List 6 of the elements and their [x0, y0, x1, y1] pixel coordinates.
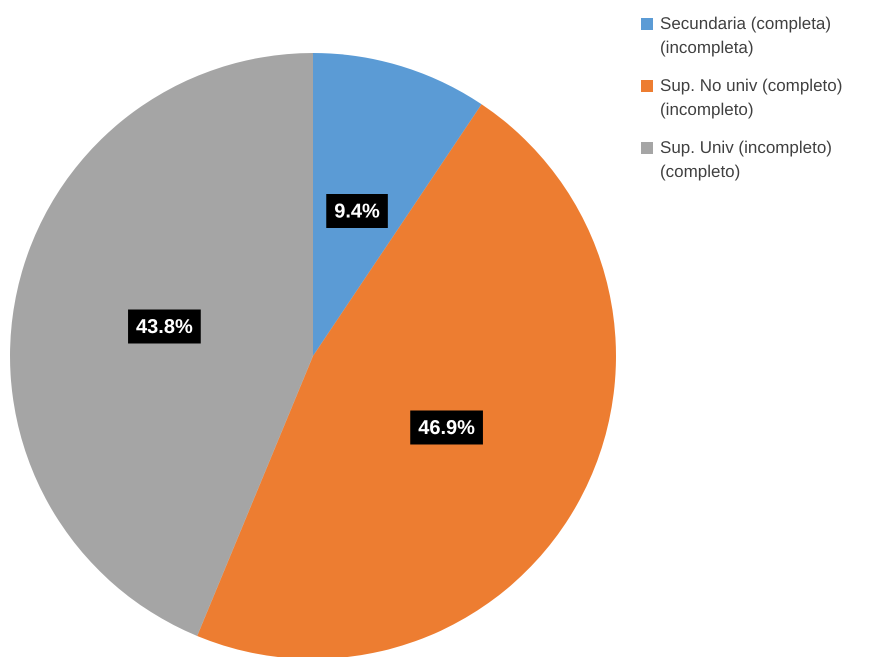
legend-label: Sup. Univ (incompleto) (completo): [660, 137, 833, 183]
data-label: 46.9%: [418, 416, 476, 439]
data-label: 9.4%: [334, 200, 380, 223]
legend-label: Secundaria (completa)(incompleta): [660, 13, 832, 59]
data-label: 43.8%: [136, 316, 193, 338]
legend-label: Sup. No univ (completo)(incompleto): [660, 75, 844, 121]
